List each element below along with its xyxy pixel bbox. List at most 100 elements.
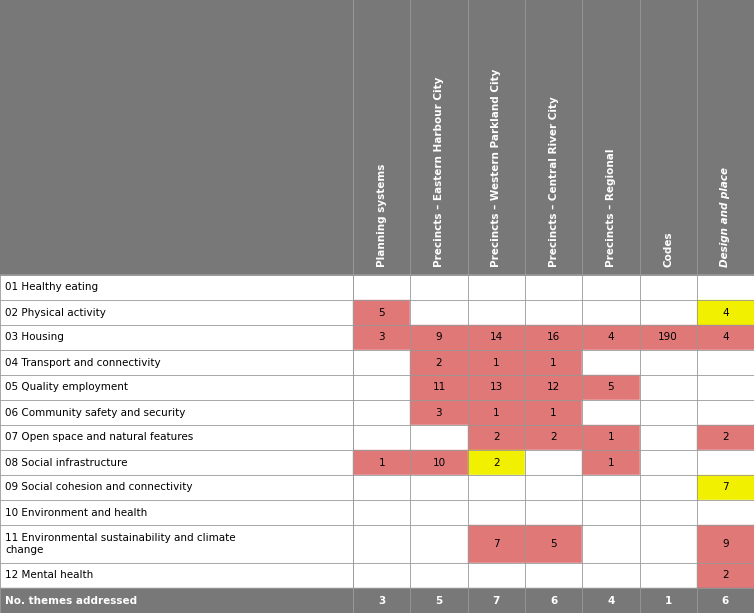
Bar: [582, 325, 639, 350]
Bar: [639, 300, 697, 325]
Bar: [525, 563, 582, 588]
Bar: [639, 400, 697, 425]
Bar: [410, 400, 467, 425]
Text: 1: 1: [379, 457, 385, 468]
Bar: [639, 325, 697, 350]
Bar: [353, 375, 410, 400]
Bar: [582, 350, 639, 375]
Bar: [0, 500, 353, 525]
Text: 9: 9: [436, 332, 443, 343]
Bar: [353, 350, 410, 375]
Bar: [0, 525, 353, 563]
Bar: [353, 325, 410, 350]
Bar: [582, 525, 639, 563]
Bar: [410, 563, 467, 588]
Bar: [697, 400, 754, 425]
Text: 4: 4: [608, 332, 615, 343]
Text: 12: 12: [547, 383, 560, 392]
Bar: [410, 375, 467, 400]
Text: 3: 3: [379, 332, 385, 343]
Bar: [582, 475, 639, 500]
Bar: [410, 275, 467, 300]
Text: 6: 6: [550, 595, 557, 606]
Text: 06 Community safety and security: 06 Community safety and security: [5, 408, 185, 417]
Bar: [467, 500, 525, 525]
Bar: [525, 325, 582, 350]
Text: 6: 6: [722, 595, 729, 606]
Bar: [639, 425, 697, 450]
Text: 1: 1: [550, 408, 557, 417]
Bar: [525, 500, 582, 525]
Bar: [467, 300, 525, 325]
Text: 4: 4: [722, 332, 729, 343]
Text: 01 Healthy eating: 01 Healthy eating: [5, 283, 98, 292]
Bar: [0, 275, 353, 300]
Bar: [410, 588, 467, 613]
Bar: [525, 350, 582, 375]
Text: 9: 9: [722, 539, 729, 549]
Text: 1: 1: [608, 433, 615, 443]
Bar: [525, 400, 582, 425]
Text: Planning systems: Planning systems: [377, 164, 387, 267]
Bar: [697, 300, 754, 325]
Text: 11 Environmental sustainability and climate
change: 11 Environmental sustainability and clim…: [5, 533, 235, 555]
Bar: [467, 425, 525, 450]
Text: 2: 2: [493, 457, 500, 468]
Text: 12 Mental health: 12 Mental health: [5, 571, 93, 581]
Bar: [467, 375, 525, 400]
Text: 5: 5: [608, 383, 615, 392]
Text: 5: 5: [550, 539, 557, 549]
Text: 2: 2: [436, 357, 443, 368]
Bar: [353, 500, 410, 525]
Bar: [467, 400, 525, 425]
Text: 3: 3: [436, 408, 443, 417]
Text: Precincts – Central River City: Precincts – Central River City: [549, 96, 559, 267]
Text: Precincts – Regional: Precincts – Regional: [606, 148, 616, 267]
Bar: [410, 450, 467, 475]
Bar: [410, 325, 467, 350]
Bar: [697, 500, 754, 525]
Bar: [697, 275, 754, 300]
Bar: [697, 325, 754, 350]
Text: 2: 2: [722, 571, 729, 581]
Bar: [525, 375, 582, 400]
Bar: [410, 525, 467, 563]
Bar: [353, 563, 410, 588]
Bar: [0, 588, 353, 613]
Text: 10: 10: [432, 457, 446, 468]
Text: 13: 13: [489, 383, 503, 392]
Bar: [0, 450, 353, 475]
Text: 08 Social infrastructure: 08 Social infrastructure: [5, 457, 127, 468]
Bar: [0, 300, 353, 325]
Text: 3: 3: [378, 595, 385, 606]
Bar: [410, 500, 467, 525]
Bar: [525, 475, 582, 500]
Text: 11: 11: [432, 383, 446, 392]
Text: 2: 2: [550, 433, 557, 443]
Bar: [582, 500, 639, 525]
Text: No. themes addressed: No. themes addressed: [5, 595, 137, 606]
Text: 2: 2: [722, 433, 729, 443]
Text: 7: 7: [492, 595, 500, 606]
Bar: [582, 300, 639, 325]
Text: 1: 1: [608, 457, 615, 468]
Bar: [639, 375, 697, 400]
Bar: [639, 475, 697, 500]
Bar: [525, 588, 582, 613]
Bar: [0, 325, 353, 350]
Text: Precincts – Western Parkland City: Precincts – Western Parkland City: [492, 69, 501, 267]
Bar: [525, 525, 582, 563]
Bar: [525, 275, 582, 300]
Bar: [0, 425, 353, 450]
Text: 05 Quality employment: 05 Quality employment: [5, 383, 128, 392]
Text: Design and place: Design and place: [721, 167, 731, 267]
Bar: [582, 588, 639, 613]
Text: 07 Open space and natural features: 07 Open space and natural features: [5, 433, 193, 443]
Text: 14: 14: [489, 332, 503, 343]
Bar: [467, 525, 525, 563]
Bar: [639, 275, 697, 300]
Bar: [467, 450, 525, 475]
Bar: [353, 400, 410, 425]
Bar: [582, 275, 639, 300]
Bar: [697, 588, 754, 613]
